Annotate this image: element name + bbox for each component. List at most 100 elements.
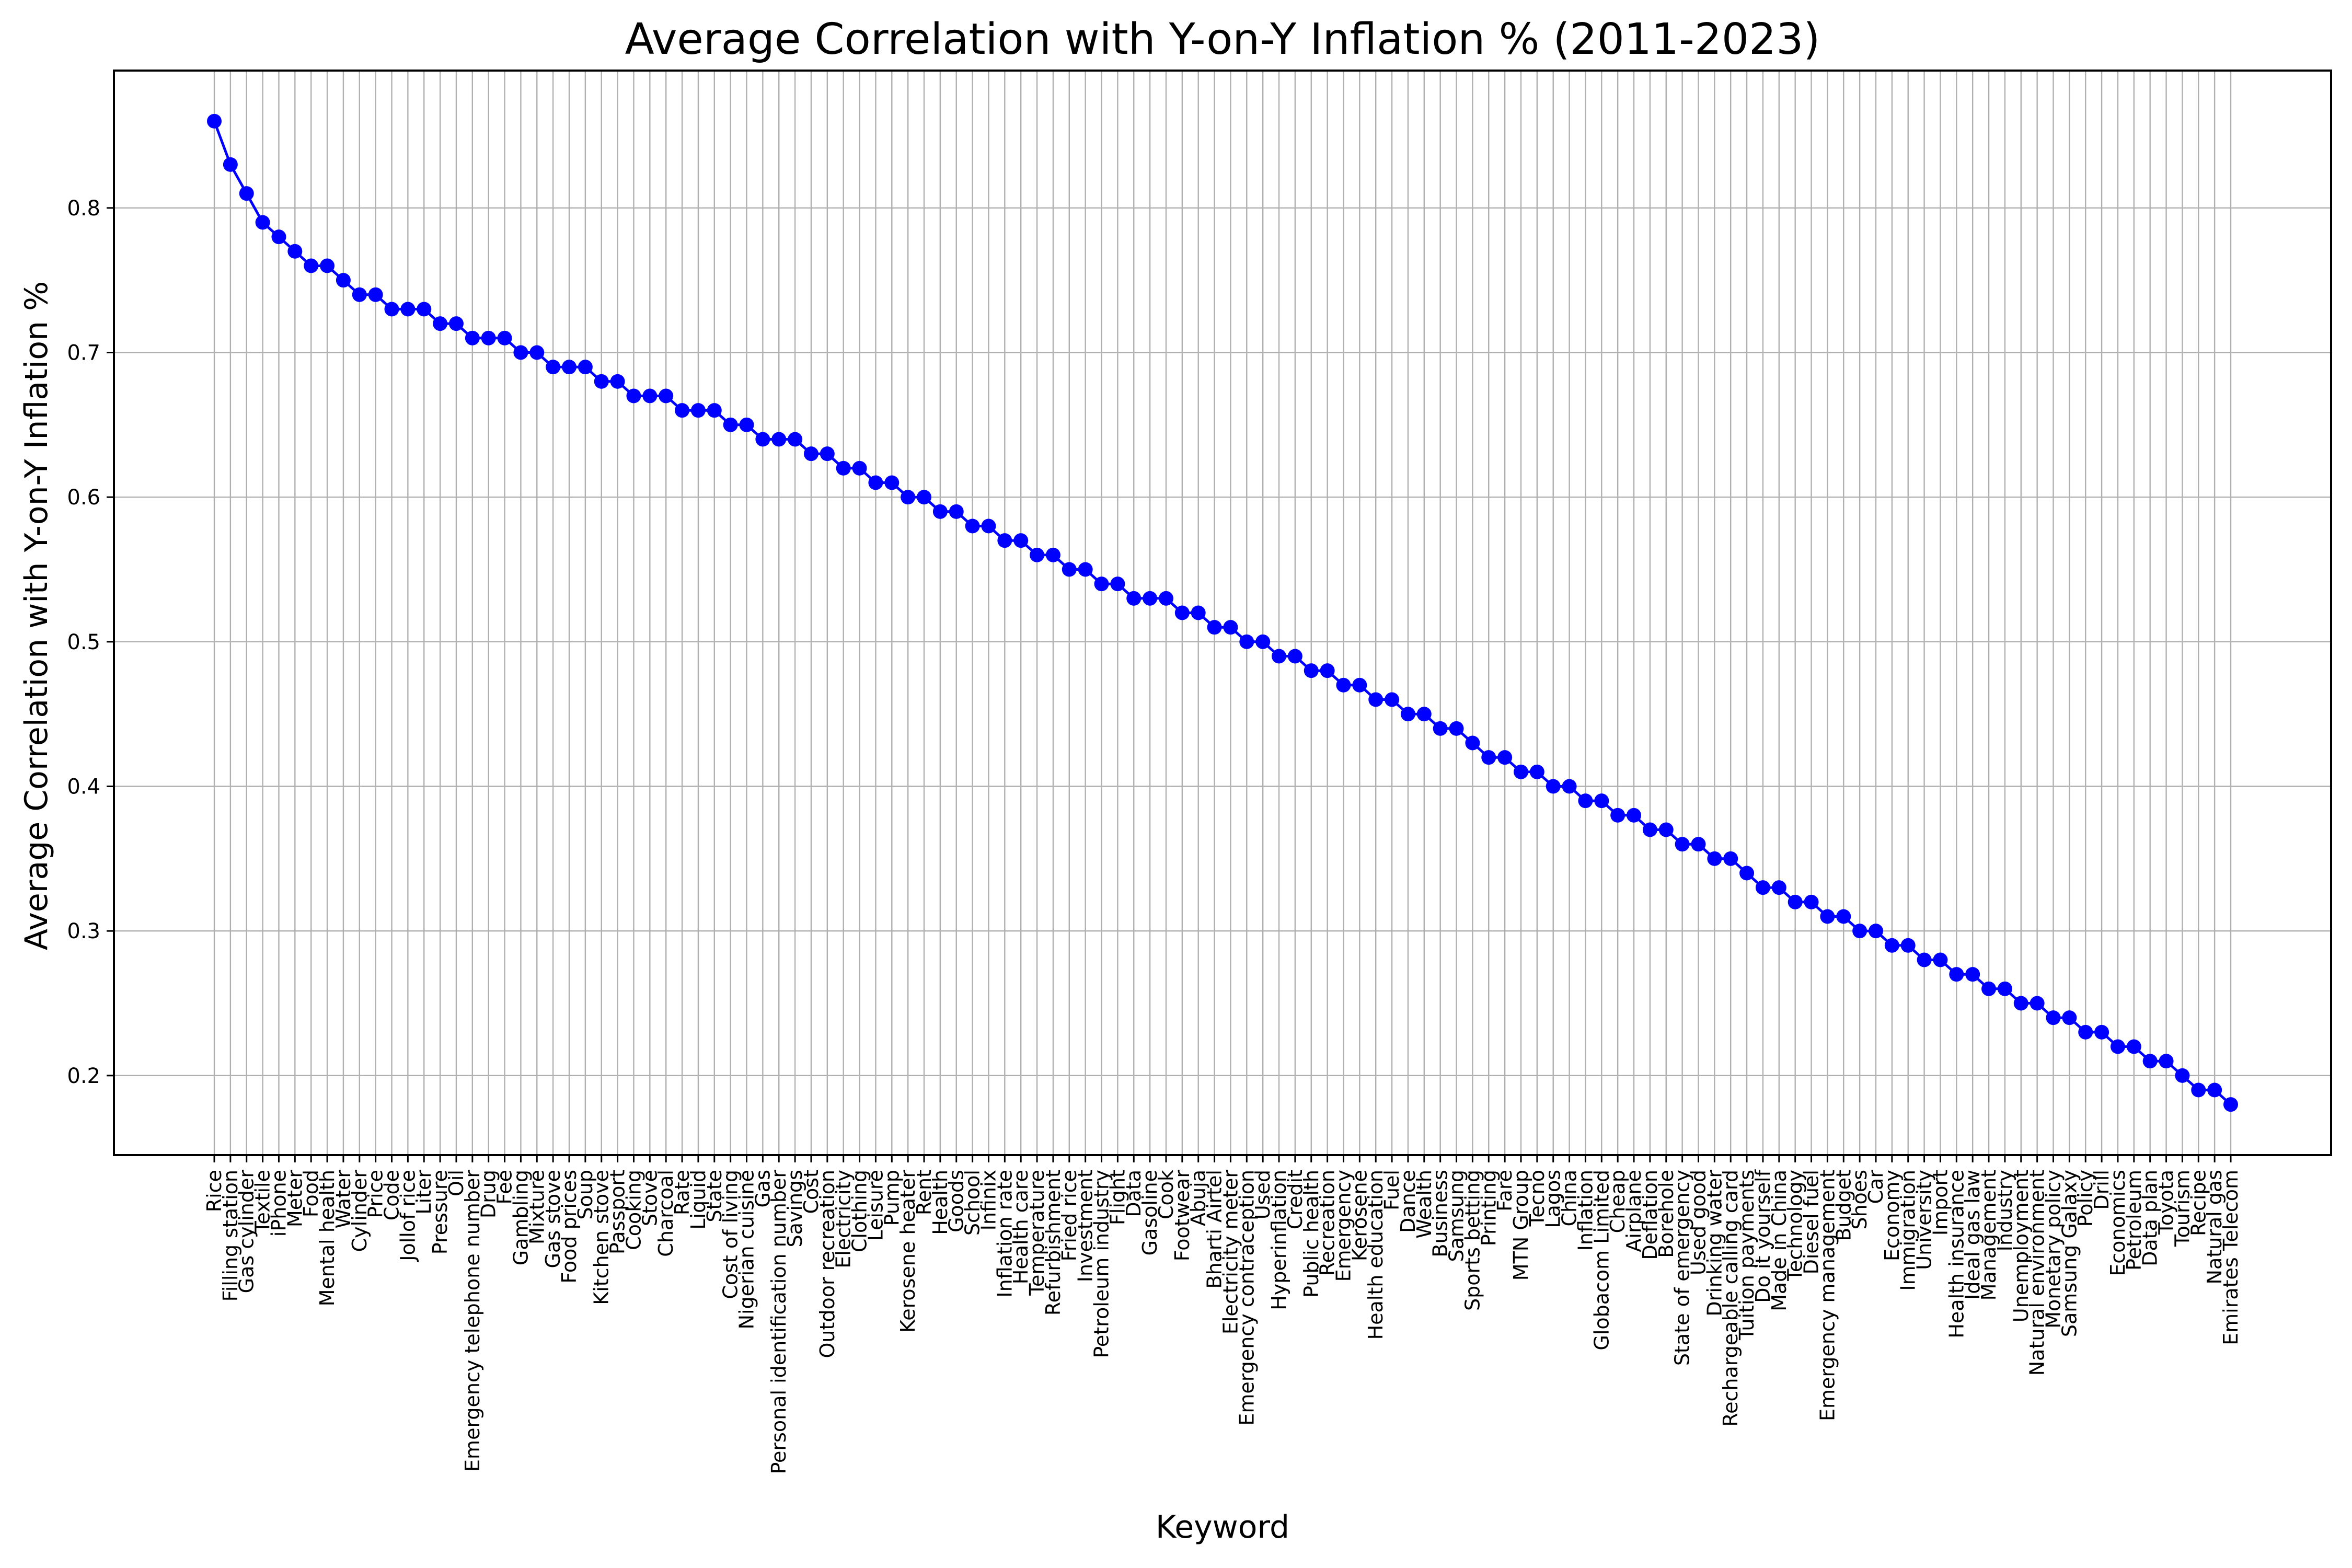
- data-point: [1642, 822, 1657, 837]
- data-point: [836, 460, 851, 476]
- x-tick-label: Cylinder: [348, 1170, 371, 1252]
- x-tick-label: Economy: [1881, 1170, 1904, 1261]
- data-point: [465, 330, 480, 345]
- x-tick-label: China: [1558, 1170, 1581, 1227]
- x-tick-label: Health: [929, 1170, 952, 1235]
- x-tick-label: Borehole: [1655, 1170, 1678, 1258]
- data-point: [1562, 779, 1577, 794]
- data-point: [2030, 996, 2045, 1011]
- x-tick-label: Footwear: [1171, 1170, 1194, 1262]
- data-point: [481, 330, 496, 345]
- data-point: [529, 345, 545, 360]
- data-point: [1385, 692, 1400, 707]
- data-point: [1078, 562, 1093, 577]
- x-tick-label: State: [703, 1170, 726, 1223]
- x-tick-label: Charcoal: [654, 1170, 677, 1257]
- x-tick-label: Pressure: [429, 1170, 452, 1254]
- data-point: [2142, 1054, 2158, 1069]
- x-tick-label: Used good: [1687, 1170, 1710, 1275]
- x-tick-label: Electricity meter: [1219, 1170, 1242, 1335]
- data-point: [1546, 779, 1561, 794]
- data-point: [1143, 591, 1158, 606]
- data-point: [578, 360, 593, 375]
- x-tick-label: Immigration: [1897, 1170, 1920, 1291]
- x-tick-label: Outdoor recreation: [816, 1170, 839, 1358]
- x-tick-label: Wealth: [1413, 1170, 1436, 1239]
- x-tick-label: Emirates Telecom: [2219, 1170, 2242, 1345]
- x-tick-label: Mental health: [316, 1170, 339, 1306]
- x-tick-label: Soup: [574, 1170, 597, 1220]
- x-tick-label: Gasoline: [1138, 1170, 1161, 1255]
- data-point: [1723, 851, 1738, 866]
- data-point: [1320, 663, 1335, 678]
- x-tick-label: Flight: [1106, 1170, 1129, 1225]
- x-tick-label: Data plan: [2139, 1170, 2162, 1266]
- x-tick-label: Technology: [1784, 1170, 1807, 1282]
- x-tick-label: Price: [364, 1170, 387, 1218]
- data-point: [1416, 707, 1432, 722]
- data-point: [2110, 1039, 2125, 1054]
- data-point: [1513, 764, 1528, 779]
- data-point: [2191, 1082, 2206, 1098]
- x-tick-label: Rice: [203, 1170, 226, 1212]
- x-tick-label: Cheap: [1606, 1170, 1629, 1233]
- data-point: [1174, 605, 1190, 620]
- data-point: [1433, 721, 1448, 736]
- x-tick-label: Tourism: [2171, 1170, 2194, 1247]
- data-point: [352, 287, 367, 302]
- x-tick-label: Rate: [671, 1170, 694, 1215]
- x-tick-label: Cost of living: [719, 1170, 742, 1299]
- data-point: [1497, 750, 1513, 765]
- x-tick-label: Food prices: [558, 1170, 581, 1284]
- chart-title: Average Correlation with Y-on-Y Inflatio…: [625, 15, 1820, 64]
- x-tick-label: Liter: [412, 1170, 435, 1215]
- data-point: [1739, 866, 1755, 881]
- y-tick-label: 0.7: [67, 341, 100, 365]
- x-tick-label: Health care: [1009, 1170, 1032, 1284]
- data-point: [1707, 851, 1722, 866]
- x-tick-label: Natural gas: [2203, 1170, 2226, 1284]
- x-tick-label: Textile: [251, 1170, 274, 1233]
- x-tick-label: Jollof rice: [396, 1170, 419, 1262]
- data-point: [1094, 577, 1109, 592]
- data-point: [2159, 1054, 2174, 1069]
- x-tick-label: Budget: [1832, 1170, 1855, 1241]
- y-tick-label: 0.5: [67, 630, 100, 654]
- x-tick-label: Airplane: [1622, 1170, 1645, 1252]
- x-tick-label: Savings: [783, 1170, 806, 1247]
- data-point: [1110, 577, 1125, 592]
- x-tick-label: Gas stove: [541, 1170, 564, 1268]
- x-tick-label: University: [1913, 1170, 1936, 1270]
- x-tick-label: Clothing: [848, 1170, 871, 1252]
- data-point: [1965, 967, 1980, 982]
- x-tick-label: MTN Group: [1509, 1170, 1532, 1281]
- x-tick-label: Fried rice: [1058, 1170, 1081, 1261]
- x-tick-label: Gas: [751, 1170, 774, 1208]
- y-tick-label: 0.8: [67, 197, 100, 221]
- x-axis-label: Keyword: [1156, 1509, 1289, 1546]
- y-tick-label: 0.3: [67, 919, 100, 943]
- x-tick-label: Natural environment: [2026, 1170, 2049, 1376]
- x-tick-label: Policy: [2074, 1170, 2097, 1227]
- x-tick-label: Gas cylinder: [235, 1170, 258, 1294]
- x-tick-label: Drinking water: [1703, 1170, 1726, 1317]
- data-point: [1836, 909, 1851, 924]
- x-tick-label: Oil: [445, 1170, 468, 1196]
- x-tick-label: Filling station: [219, 1170, 242, 1301]
- data-point: [223, 157, 238, 172]
- x-tick-label: Ideal gas law: [1961, 1170, 1984, 1300]
- x-tick-label: Hyperinflation: [1267, 1170, 1290, 1310]
- data-point: [417, 302, 432, 317]
- data-point: [513, 345, 528, 360]
- data-point: [1013, 533, 1029, 548]
- data-point: [2207, 1082, 2222, 1098]
- x-tick-label: Temperature: [1025, 1170, 1048, 1296]
- x-tick-label: Stove: [638, 1170, 661, 1226]
- data-point: [1255, 634, 1271, 649]
- data-point: [1868, 924, 1883, 939]
- data-point: [320, 258, 335, 273]
- x-tick-label: Unemployment: [2010, 1170, 2033, 1322]
